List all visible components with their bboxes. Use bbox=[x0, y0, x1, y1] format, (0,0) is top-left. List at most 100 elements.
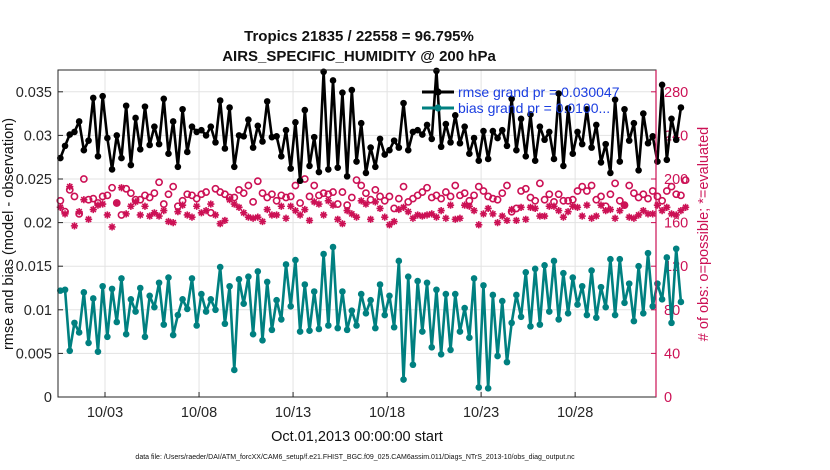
bias-point bbox=[578, 282, 586, 290]
possible-obs-marker bbox=[479, 187, 488, 195]
bias-point bbox=[395, 257, 403, 265]
evaluated-obs-marker bbox=[94, 201, 102, 209]
x-tick-label: 10/18 bbox=[369, 405, 405, 421]
evaluated-obs-marker bbox=[395, 205, 403, 214]
possible-obs-marker bbox=[347, 193, 356, 202]
evaluated-obs-marker bbox=[155, 212, 163, 220]
evaluated-obs-marker bbox=[470, 207, 478, 215]
bias-point bbox=[179, 296, 186, 303]
rmse-point bbox=[630, 119, 638, 127]
evaluated-obs-marker bbox=[108, 223, 116, 231]
y-left-tick-label: 0.02 bbox=[24, 216, 52, 232]
evaluated-obs-marker bbox=[273, 211, 281, 219]
bias-point bbox=[503, 358, 511, 366]
possible-obs-marker bbox=[126, 189, 135, 198]
bias-point bbox=[654, 280, 661, 287]
bias-point bbox=[635, 262, 642, 270]
bias-point bbox=[357, 290, 365, 298]
bias-point bbox=[658, 296, 666, 303]
possible-obs-marker bbox=[582, 187, 591, 195]
bias-point bbox=[339, 288, 346, 295]
rmse-point bbox=[494, 134, 501, 142]
bias-point bbox=[668, 319, 675, 327]
bias-point bbox=[649, 303, 657, 310]
possible-obs-marker bbox=[662, 187, 671, 195]
evaluated-obs-marker bbox=[545, 202, 553, 210]
evaluated-obs-marker bbox=[442, 214, 450, 222]
evaluated-obs-marker bbox=[381, 213, 389, 221]
bias-point bbox=[155, 279, 163, 287]
rmse-point bbox=[263, 98, 271, 105]
y-left-tick-label: 0.005 bbox=[16, 346, 52, 362]
rmse-point bbox=[442, 120, 450, 128]
evaluated-obs-marker bbox=[211, 211, 220, 219]
rmse-point bbox=[207, 123, 215, 130]
evaluated-obs-marker bbox=[357, 197, 365, 205]
evaluated-obs-marker bbox=[682, 203, 690, 211]
rmse-point bbox=[118, 154, 125, 162]
rmse-point bbox=[466, 150, 473, 158]
y-right-tick-label: 200 bbox=[664, 172, 688, 188]
possible-obs-marker bbox=[385, 192, 394, 201]
bias-point bbox=[423, 279, 431, 287]
bias-point bbox=[517, 313, 525, 321]
possible-obs-marker bbox=[272, 196, 281, 205]
rmse-point bbox=[574, 128, 581, 136]
bias-point bbox=[151, 303, 158, 311]
evaluated-obs-marker bbox=[667, 210, 676, 218]
bias-point bbox=[560, 269, 567, 277]
evaluated-obs-marker bbox=[99, 200, 107, 208]
evaluated-obs-marker bbox=[625, 213, 633, 221]
possible-obs-marker bbox=[239, 189, 248, 198]
rmse-point bbox=[320, 68, 327, 76]
bias-point bbox=[442, 290, 450, 298]
rmse-point bbox=[555, 90, 562, 97]
evaluated-obs-marker bbox=[230, 200, 238, 208]
bias-point bbox=[99, 282, 106, 290]
possible-obs-marker bbox=[169, 182, 178, 191]
evaluated-obs-marker bbox=[291, 207, 300, 215]
rmse-point bbox=[310, 133, 318, 141]
rmse-point bbox=[484, 155, 492, 163]
bias-point bbox=[498, 297, 506, 305]
bias-point bbox=[66, 347, 74, 355]
bias-point bbox=[113, 318, 121, 326]
possible-obs-marker bbox=[202, 188, 210, 196]
bias-point bbox=[437, 350, 445, 358]
evaluated-obs-marker bbox=[376, 204, 384, 213]
bias-point bbox=[527, 323, 534, 330]
possible-obs-marker bbox=[573, 187, 582, 195]
bias-point bbox=[325, 322, 332, 329]
rmse-point bbox=[329, 77, 337, 84]
evaluated-obs-marker bbox=[103, 211, 111, 219]
bias-point bbox=[536, 321, 544, 328]
possible-obs-marker bbox=[437, 194, 446, 203]
evaluated-obs-marker bbox=[343, 207, 351, 215]
bias-point bbox=[136, 284, 144, 292]
y-left-tick-label: 0.035 bbox=[16, 85, 52, 101]
rmse-point bbox=[183, 148, 191, 156]
grid-lines bbox=[58, 70, 656, 397]
rmse-point bbox=[654, 158, 661, 165]
bias-point bbox=[263, 278, 271, 286]
possible-obs-marker bbox=[597, 192, 605, 201]
evaluated-obs-marker bbox=[522, 215, 530, 223]
possible-obs-marker bbox=[286, 192, 295, 201]
rmse-point bbox=[362, 169, 370, 177]
evaluated-obs-marker bbox=[569, 202, 577, 210]
rmse-point bbox=[367, 144, 374, 151]
rmse-point bbox=[381, 151, 389, 158]
rmse-point bbox=[597, 159, 605, 166]
rmse-point bbox=[259, 138, 266, 145]
rmse-point bbox=[165, 150, 172, 158]
possible-obs-marker bbox=[380, 196, 389, 205]
evaluated-obs-marker bbox=[84, 215, 93, 223]
possible-obs-marker bbox=[357, 181, 366, 190]
bias-point bbox=[122, 330, 130, 338]
rmse-point bbox=[287, 165, 295, 172]
rmse-point bbox=[85, 137, 92, 144]
bias-point bbox=[212, 306, 219, 314]
rmse-point bbox=[75, 118, 83, 125]
possible-obs-marker bbox=[258, 189, 267, 198]
evaluated-obs-marker bbox=[498, 212, 506, 220]
